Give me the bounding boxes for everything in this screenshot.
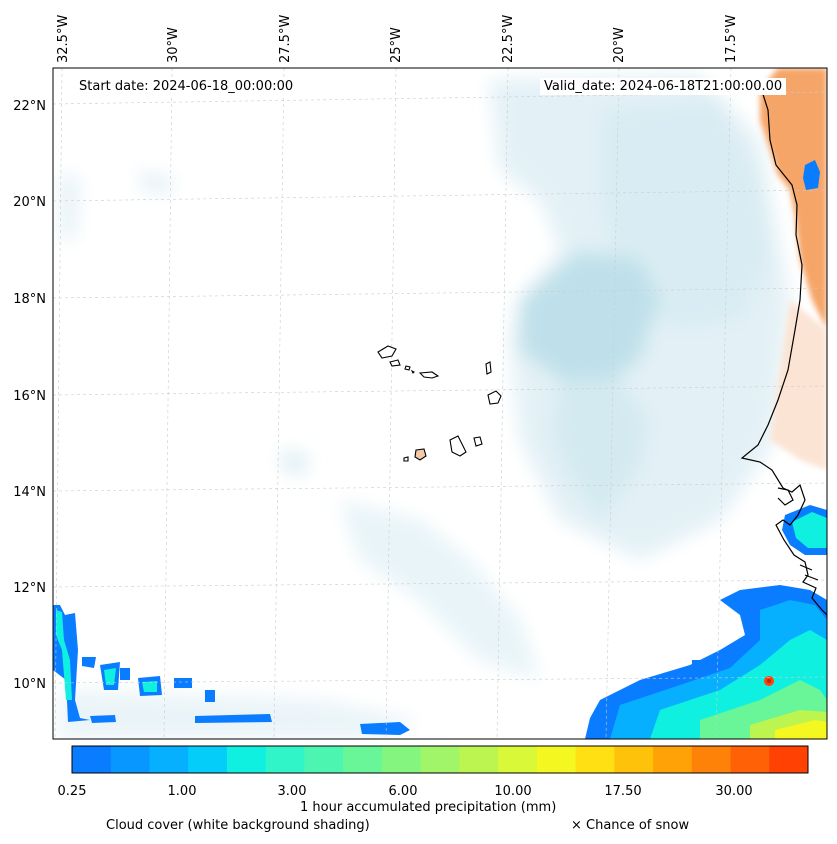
colorbar-tick-label: 0.25 (58, 784, 87, 799)
colorbar-tick-labels: 0.25 1.00 3.00 6.00 10.00 17.50 30.00 (58, 784, 753, 799)
lon-label: 25°W (389, 27, 404, 63)
colorbar-swatch (420, 746, 460, 773)
colorbar-swatch (769, 746, 809, 773)
graticule (53, 68, 827, 739)
colorbar-swatch (614, 746, 654, 773)
lon-label: 20°W (612, 27, 627, 63)
coastline (740, 84, 827, 616)
colorbar-swatch (304, 746, 344, 773)
colorbar-swatch (265, 746, 305, 773)
lat-label: 14°N (13, 485, 46, 500)
lon-label: 22.5°W (501, 15, 516, 63)
lon-label: 32.5°W (56, 15, 71, 63)
colorbar-tick-label: 1.00 (168, 784, 197, 799)
lat-label: 18°N (13, 292, 46, 307)
colorbar-swatch (653, 746, 693, 773)
colorbar-swatch (730, 746, 770, 773)
lat-label: 10°N (13, 677, 46, 692)
colorbar-tick-label: 6.00 (389, 784, 418, 799)
valid-date-label: Valid_date: 2024-06-18T21:00:00.00 (540, 78, 787, 95)
precipitation-colorbar (71, 745, 809, 774)
map-frame (52, 67, 828, 740)
colorbar-tick-label: 30.00 (715, 784, 752, 799)
lat-label: 12°N (13, 581, 46, 596)
colorbar-swatch (691, 746, 732, 773)
precipitation-field (53, 160, 827, 739)
colorbar-swatch (72, 746, 112, 773)
land-shading (415, 68, 827, 470)
map-area (53, 68, 827, 739)
colorbar-swatch (149, 746, 189, 773)
cape-verde-islands (377, 345, 502, 462)
colorbar-swatch (536, 746, 577, 773)
longitude-labels: 32.5°W 30°W 27.5°W 25°W 22.5°W 20°W 17.5… (56, 15, 739, 63)
lon-label: 30°W (166, 27, 181, 63)
colorbar-title: 1 hour accumulated precipitation (mm) (300, 800, 557, 815)
colorbar-swatch (188, 746, 228, 773)
colorbar-swatch (343, 746, 383, 773)
colorbar-swatch (110, 746, 150, 773)
lon-label: 17.5°W (724, 15, 739, 63)
colorbar-swatch (381, 746, 422, 773)
colorbar-swatch (226, 746, 267, 773)
snow-chance-note: × Chance of snow (571, 818, 690, 833)
start-date-label: Start date: 2024-06-18_00:00:00 (75, 78, 298, 95)
latitude-labels: 22°N 20°N 18°N 16°N 14°N 12°N 10°N (13, 99, 46, 692)
colorbar-swatch (498, 746, 538, 773)
colorbar-tick-label: 3.00 (278, 784, 307, 799)
lon-label: 27.5°W (278, 15, 293, 63)
cloud-cover-shading (60, 75, 790, 739)
lat-label: 22°N (13, 99, 46, 114)
colorbar-tick-label: 10.00 (494, 784, 531, 799)
lat-label: 20°N (13, 195, 46, 210)
colorbar-swatch (459, 746, 499, 773)
colorbar-frame (71, 745, 809, 774)
cloud-cover-note: Cloud cover (white background shading) (106, 818, 370, 833)
colorbar-swatch (575, 746, 615, 773)
lat-label: 16°N (13, 389, 46, 404)
colorbar-tick-label: 17.50 (604, 784, 641, 799)
